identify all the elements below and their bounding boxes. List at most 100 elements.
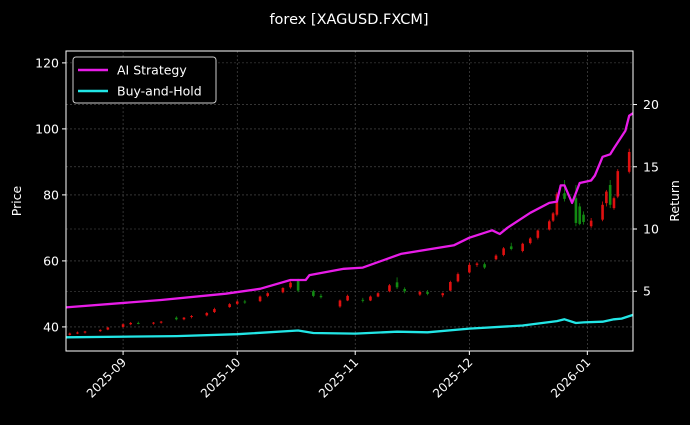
candle-body bbox=[106, 327, 110, 330]
legend-label-ai-strategy: AI Strategy bbox=[117, 63, 187, 78]
candle bbox=[627, 148, 631, 174]
candle bbox=[468, 262, 471, 274]
candle-body bbox=[582, 214, 585, 222]
candle-body bbox=[441, 293, 445, 296]
legend: AI Strategy Buy-and-Hold bbox=[72, 56, 217, 104]
candle-body bbox=[68, 333, 72, 335]
candle bbox=[608, 180, 612, 209]
candle bbox=[601, 201, 604, 222]
candle-body bbox=[536, 230, 540, 238]
candle-body bbox=[76, 332, 79, 334]
candle-body bbox=[152, 322, 155, 324]
candle bbox=[137, 321, 140, 325]
candle-body bbox=[281, 287, 285, 293]
candle-body bbox=[243, 301, 247, 303]
candle-body bbox=[589, 220, 593, 227]
candle-body bbox=[627, 151, 631, 172]
candle-body bbox=[468, 264, 471, 273]
legend-label-buy-and-hold: Buy-and-Hold bbox=[117, 84, 202, 99]
candle bbox=[98, 329, 102, 332]
candle bbox=[494, 254, 498, 261]
candle bbox=[555, 192, 559, 217]
candle-body bbox=[388, 285, 391, 292]
candle bbox=[376, 292, 380, 298]
candle bbox=[449, 280, 452, 292]
candle-body bbox=[563, 193, 566, 199]
candle bbox=[551, 212, 555, 222]
candle bbox=[338, 299, 342, 308]
y-right-tick-label: 10 bbox=[643, 222, 659, 237]
candle-body bbox=[235, 301, 239, 304]
candle bbox=[205, 312, 209, 317]
candle-body bbox=[319, 295, 323, 298]
candle-body bbox=[182, 317, 186, 320]
candle-body bbox=[605, 191, 608, 204]
candle-body bbox=[121, 324, 125, 327]
candle bbox=[182, 317, 186, 321]
candle-body bbox=[578, 206, 582, 224]
candle bbox=[190, 315, 193, 319]
candle bbox=[159, 320, 163, 324]
candle bbox=[68, 332, 72, 336]
candle-body bbox=[159, 321, 163, 323]
candle-body bbox=[369, 296, 372, 301]
candle bbox=[441, 292, 445, 298]
candle bbox=[578, 203, 582, 226]
candle-body bbox=[98, 329, 102, 332]
return-lines bbox=[65, 112, 634, 339]
candle-body bbox=[456, 274, 460, 282]
candle-body bbox=[426, 291, 429, 294]
candle-body bbox=[494, 255, 498, 260]
candle-body bbox=[83, 331, 87, 333]
candle bbox=[346, 294, 349, 302]
candle bbox=[361, 297, 365, 303]
candle-body bbox=[137, 322, 140, 324]
candle bbox=[616, 169, 620, 199]
candle bbox=[369, 295, 372, 302]
candle-body bbox=[608, 184, 612, 205]
candle-body bbox=[418, 291, 422, 295]
candle-body bbox=[509, 246, 513, 250]
ai-strategy-line bbox=[65, 112, 634, 309]
candle-body bbox=[346, 295, 349, 301]
y-left-tick-label: 60 bbox=[43, 253, 59, 268]
buy-and-hold-line bbox=[65, 313, 634, 339]
candle-body bbox=[502, 248, 505, 255]
candle-body bbox=[312, 291, 315, 296]
candle-body bbox=[521, 243, 524, 251]
candle-body bbox=[338, 300, 342, 307]
y-left-tick-label: 120 bbox=[35, 55, 59, 70]
chart-title: forex [XAGUSD.FXCM] bbox=[269, 12, 428, 28]
candle bbox=[528, 237, 532, 245]
candle-body bbox=[449, 282, 452, 291]
y-right-tick-label: 20 bbox=[643, 97, 659, 112]
legend-box bbox=[72, 56, 217, 104]
candle bbox=[612, 196, 616, 210]
candle bbox=[175, 316, 178, 321]
candle-body bbox=[601, 204, 604, 220]
y-right-tick-label: 15 bbox=[643, 159, 659, 174]
candle bbox=[83, 330, 87, 334]
candle-body bbox=[395, 282, 399, 288]
candle bbox=[418, 290, 422, 296]
y-left-tick-label: 80 bbox=[43, 187, 59, 202]
candle bbox=[76, 331, 79, 335]
candle bbox=[563, 180, 566, 202]
candle-body bbox=[213, 309, 216, 313]
candle-body bbox=[266, 293, 269, 296]
candle-body bbox=[483, 264, 486, 268]
candle bbox=[121, 323, 125, 328]
candle-body bbox=[228, 304, 231, 308]
candle bbox=[536, 229, 540, 240]
candles bbox=[68, 148, 631, 336]
candle-body bbox=[296, 280, 300, 291]
candle bbox=[281, 287, 285, 294]
candle-body bbox=[205, 313, 209, 316]
candle bbox=[395, 277, 399, 289]
candle bbox=[582, 211, 585, 225]
candle bbox=[152, 321, 155, 325]
grid bbox=[66, 51, 633, 351]
y-left-tick-label: 40 bbox=[43, 319, 59, 334]
candle-body bbox=[289, 282, 292, 288]
